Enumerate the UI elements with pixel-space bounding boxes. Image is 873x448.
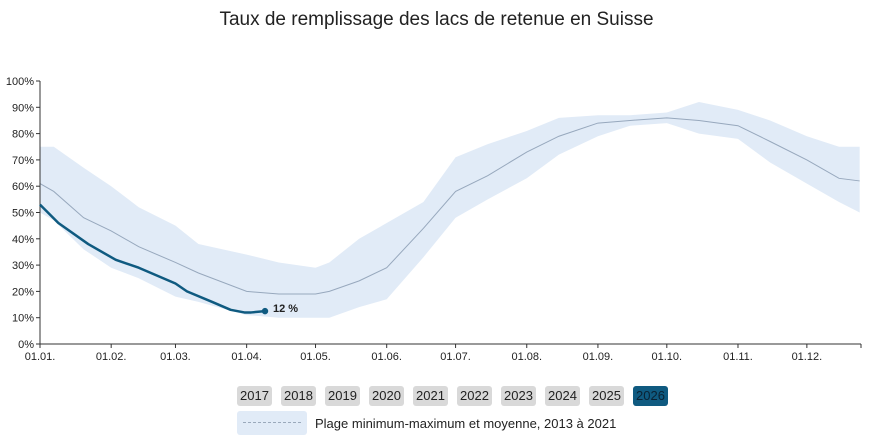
- year-button-2019[interactable]: 2019: [325, 386, 360, 406]
- x-tick-label: 01.07.: [440, 351, 471, 363]
- year-button-2021[interactable]: 2021: [413, 386, 448, 406]
- x-tick-label: 01.03.: [160, 351, 191, 363]
- year-button-2024[interactable]: 2024: [545, 386, 580, 406]
- year-button-2025[interactable]: 2025: [589, 386, 624, 406]
- x-tick-label: 01.05.: [300, 351, 331, 363]
- year-button-2023[interactable]: 2023: [501, 386, 536, 406]
- legend-range-swatch: [237, 411, 307, 435]
- legend: Plage minimum-maximum et moyenne, 2013 à…: [237, 411, 616, 435]
- x-tick-label: 01.02.: [96, 351, 127, 363]
- x-tick-label: 01.04.: [231, 351, 262, 363]
- y-tick-label: 80%: [12, 129, 34, 141]
- y-tick-label: 60%: [12, 181, 34, 193]
- x-tick-label: 01.01.: [25, 351, 56, 363]
- y-tick-label: 0%: [18, 339, 34, 351]
- series-line-2026: [39, 203, 266, 314]
- y-tick-label: 30%: [12, 260, 34, 272]
- chart-title: Taux de remplissage des lacs de retenue …: [219, 9, 654, 30]
- y-tick-label: 100%: [6, 76, 34, 88]
- year-selector: 2017 2018 2019 2020 2021 2022 2023 2024 2025 2026: [237, 386, 668, 406]
- chart-svg: 0% 10% 20% 30% 40% 50% 60% 70% 80% 90% 100% 01.01. 0…: [6, 76, 862, 363]
- y-tick-label: 50%: [12, 208, 34, 220]
- legend-label: Plage minimum-maximum et moyenne, 2013 à…: [315, 415, 617, 431]
- year-button-2018[interactable]: 2018: [281, 386, 316, 406]
- x-tick-label: 01.06.: [371, 351, 402, 363]
- year-button-2026[interactable]: 2026: [633, 386, 668, 406]
- year-button-2017[interactable]: 2017: [237, 386, 272, 406]
- y-tick-label: 20%: [12, 286, 34, 298]
- x-tick-label: 01.11.: [723, 351, 753, 363]
- y-tick-label: 10%: [12, 313, 34, 325]
- y-tick-label: 40%: [12, 234, 34, 246]
- current-value-label: 12 %: [273, 303, 298, 315]
- series-end-point: [261, 307, 269, 315]
- mean-line: [39, 117, 860, 295]
- x-tick-label: 01.09.: [583, 351, 614, 363]
- y-tick-label: 70%: [12, 155, 34, 167]
- x-tick-label: 01.08.: [511, 351, 542, 363]
- y-tick-label: 90%: [12, 102, 34, 114]
- x-tick-label: 01.12.: [792, 351, 823, 363]
- range-band: [40, 102, 860, 318]
- year-button-2020[interactable]: 2020: [369, 386, 404, 406]
- x-tick-label: 01.10.: [652, 351, 683, 363]
- year-button-2022[interactable]: 2022: [457, 386, 492, 406]
